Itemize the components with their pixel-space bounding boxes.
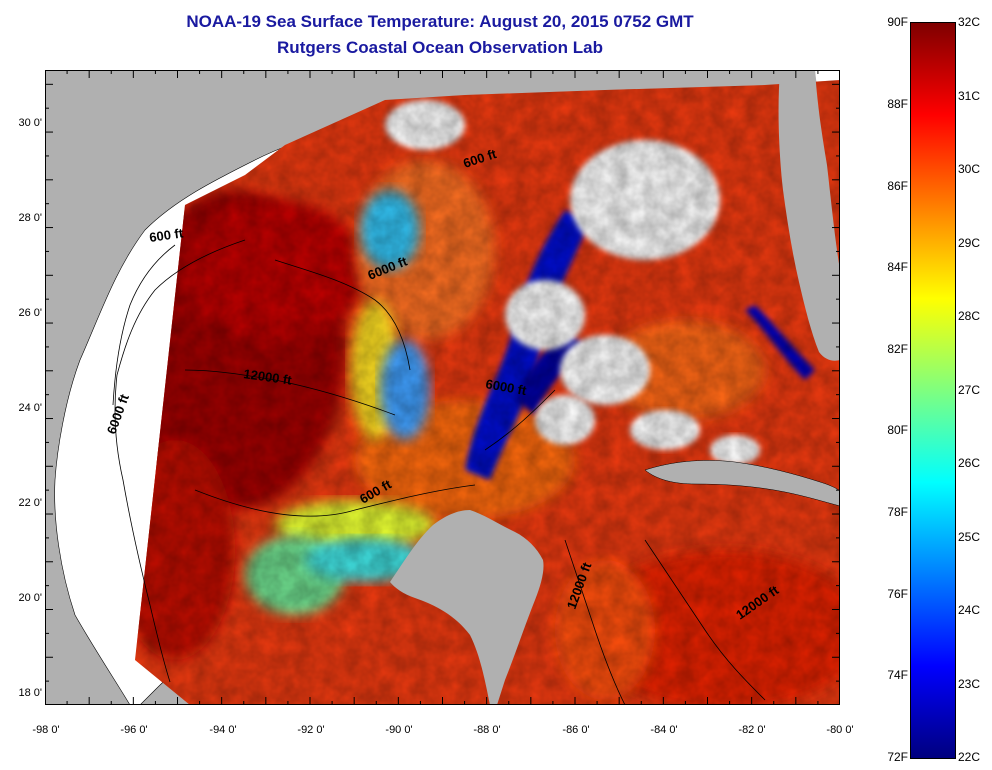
colorbar-c-label: 32C: [958, 15, 981, 29]
axis-ticks: [45, 70, 840, 705]
lat-label: 28 0': [18, 212, 42, 224]
lat-label: 24 0': [18, 402, 42, 414]
bathymetry-contours: [112, 239, 766, 705]
colorbar-f-label: 72F: [887, 750, 908, 764]
map-title: NOAA-19 Sea Surface Temperature: August …: [186, 12, 694, 31]
sst-map-canvas: 600 ft 600 ft 600 ft 6000 ft 6000 ft 600…: [45, 70, 840, 705]
lon-label: -80 0': [826, 724, 854, 736]
colorbar-c-label: 31C: [958, 89, 981, 103]
lon-label: -84 0': [650, 724, 678, 736]
lon-label: -90 0': [385, 724, 413, 736]
lon-label: -94 0': [209, 724, 237, 736]
lon-label: -82 0': [738, 724, 766, 736]
contour-label: 6000 ft: [484, 376, 528, 398]
colorbar-f-label: 74F: [887, 668, 908, 682]
lat-label: 20 0': [18, 592, 42, 604]
colorbar-c-label: 24C: [958, 603, 981, 617]
colorbar-c-label: 26C: [958, 456, 981, 470]
lon-label: -92 0': [297, 724, 325, 736]
colorbar-f-label: 76F: [887, 587, 908, 601]
lat-label: 26 0': [18, 307, 42, 319]
lon-label: -96 0': [120, 724, 148, 736]
lat-label: 18 0': [18, 687, 42, 699]
colorbar-f-label: 90F: [887, 15, 908, 29]
lon-label: -88 0': [473, 724, 501, 736]
lon-label: -98 0': [32, 724, 60, 736]
colorbar-f-label: 88F: [887, 97, 908, 111]
colorbar-f-label: 80F: [887, 423, 908, 437]
colorbar-c-label: 27C: [958, 383, 981, 397]
colorbar-c-label: 30C: [958, 162, 981, 176]
colorbar-c-label: 25C: [958, 530, 981, 544]
colorbar-f-label: 86F: [887, 179, 908, 193]
colorbar-f-label: 82F: [887, 342, 908, 356]
sst-map: 600 ft 600 ft 600 ft 6000 ft 6000 ft 600…: [45, 70, 840, 705]
colorbar-c-label: 23C: [958, 677, 981, 691]
colorbar-c-label: 28C: [958, 309, 981, 323]
lat-label: 22 0': [18, 497, 42, 509]
colorbar-f-label: 84F: [887, 260, 908, 274]
contour-label: 600 ft: [148, 225, 184, 245]
map-subtitle: Rutgers Coastal Ocean Observation Lab: [277, 38, 603, 57]
lon-label: -86 0': [562, 724, 590, 736]
colorbar-f-label: 78F: [887, 505, 908, 519]
colorbar: [910, 22, 956, 759]
contour-label: 12000 ft: [243, 366, 294, 388]
colorbar-c-label: 22C: [958, 750, 981, 764]
florida-overlay: [778, 70, 840, 361]
colorbar-c-label: 29C: [958, 236, 981, 250]
yucatan-land-overlay: [390, 510, 544, 705]
lat-label: 30 0': [18, 117, 42, 129]
